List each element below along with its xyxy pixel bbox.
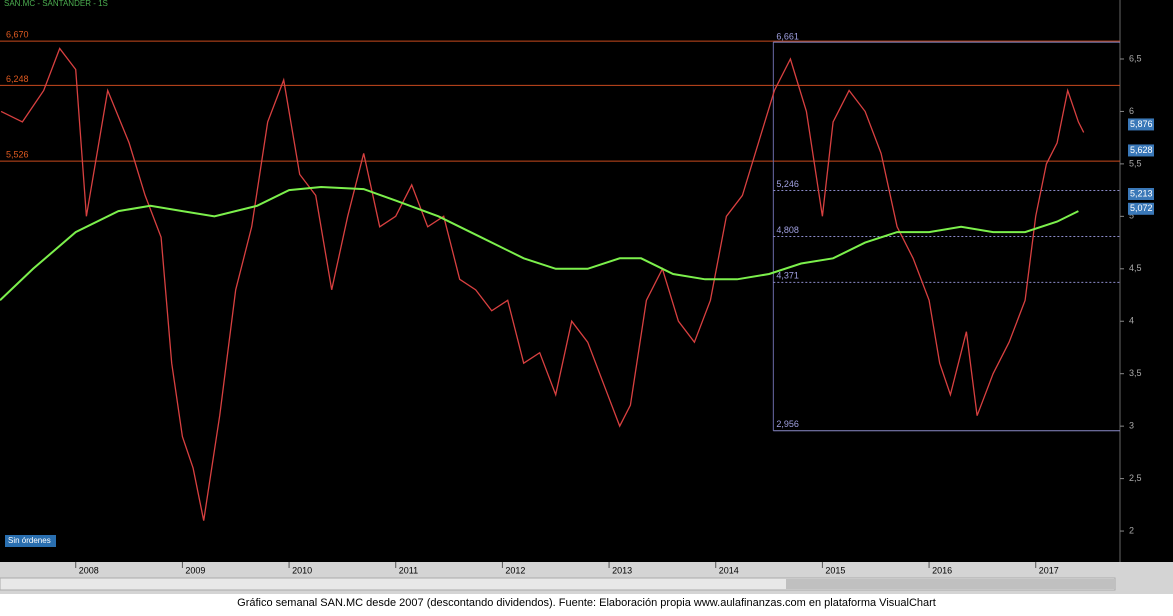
x-tick-label: 2015 bbox=[825, 565, 845, 575]
y-tick-label: 5 bbox=[1129, 211, 1134, 221]
x-tick-label: 2011 bbox=[399, 565, 418, 575]
header: SAN.MC - SANTANDER - 1S bbox=[4, 0, 108, 8]
x-tick-label: 2010 bbox=[292, 565, 312, 575]
level-label: 5,526 bbox=[6, 150, 29, 160]
x-tick-label: 2013 bbox=[612, 565, 632, 575]
price-tag-label: 5,213 bbox=[1130, 188, 1153, 198]
price-tag bbox=[1128, 144, 1154, 157]
price-tag bbox=[1128, 118, 1154, 131]
y-tick-label: 3,5 bbox=[1129, 368, 1142, 378]
y-tick-label: 6,5 bbox=[1129, 53, 1142, 63]
fib-bottom-label: 2,956 bbox=[776, 419, 799, 429]
orders-button[interactable] bbox=[5, 535, 56, 547]
price-tag-label: 5,876 bbox=[1130, 119, 1153, 129]
fib-line-label: 4,808 bbox=[776, 225, 799, 235]
scrollbar-thumb[interactable] bbox=[786, 579, 1116, 589]
y-tick-label: 2 bbox=[1129, 525, 1134, 535]
y-tick-label: 4,5 bbox=[1129, 263, 1142, 273]
x-tick-label: 2014 bbox=[719, 565, 739, 575]
x-tick-label: 2012 bbox=[505, 565, 525, 575]
orders-button-label[interactable]: Sin órdenes bbox=[8, 536, 51, 545]
y-tick-label: 5,5 bbox=[1129, 158, 1142, 168]
level-label: 6,248 bbox=[6, 74, 29, 84]
x-tick-label: 2016 bbox=[932, 565, 952, 575]
x-tick-label: 2017 bbox=[1039, 565, 1059, 575]
price-tag bbox=[1128, 202, 1154, 215]
y-tick-label: 4 bbox=[1129, 316, 1134, 326]
price-tag bbox=[1128, 187, 1154, 200]
fib-line-label: 5,246 bbox=[776, 179, 799, 189]
y-tick-label: 2,5 bbox=[1129, 473, 1142, 483]
fib-line-label: 4,371 bbox=[776, 271, 799, 281]
price-tag-label: 5,628 bbox=[1130, 145, 1153, 155]
chart-background bbox=[0, 0, 1173, 562]
caption: Gráfico semanal SAN.MC desde 2007 (desco… bbox=[237, 597, 936, 609]
price-line bbox=[0, 47, 1085, 521]
x-tick-label: 2009 bbox=[185, 565, 205, 575]
chart: SAN.MC - SANTANDER - 1S Sin órdenes 6,5 6… bbox=[0, 0, 1173, 594]
x-tick-label: 2008 bbox=[79, 565, 99, 575]
price-line bbox=[0, 185, 1079, 302]
y-tick-label: 3 bbox=[1129, 421, 1134, 431]
price-tag-label: 5,072 bbox=[1130, 203, 1153, 213]
level-label: 6,670 bbox=[6, 30, 29, 40]
fib-top-label: 6,661 bbox=[776, 31, 799, 41]
y-tick-label: 6 bbox=[1129, 106, 1134, 116]
